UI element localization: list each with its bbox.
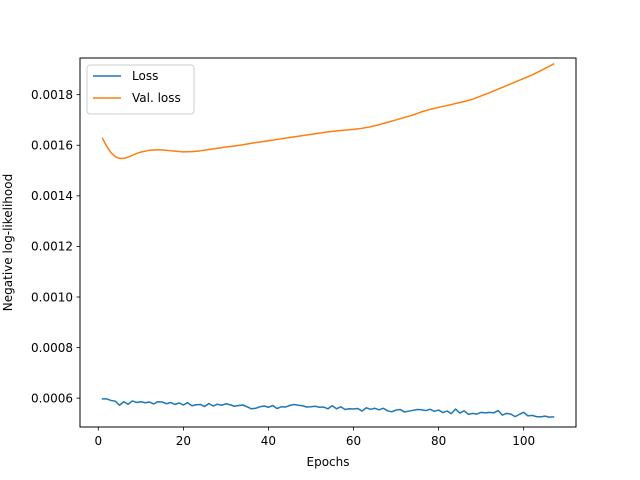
y-axis-label: Negative log-likelihood [1, 174, 15, 311]
legend-label-loss: Loss [132, 69, 158, 83]
x-axis: 0 20 40 60 80 100 [94, 427, 535, 448]
y-tick-label: 0.0014 [31, 189, 73, 203]
x-tick-label: 20 [176, 434, 191, 448]
x-tick-label: 100 [512, 434, 535, 448]
x-axis-label: Epochs [307, 455, 350, 469]
series-line-loss [101, 398, 555, 418]
x-tick-label: 0 [94, 434, 102, 448]
y-tick-label: 0.0010 [31, 290, 73, 304]
legend-label-val-loss: Val. loss [132, 91, 181, 105]
legend: Loss Val. loss [86, 64, 195, 115]
series-layer [101, 63, 555, 418]
plot-area [80, 58, 576, 427]
legend-box [86, 64, 195, 115]
y-tick-label: 0.0016 [31, 139, 73, 153]
x-tick-label: 40 [261, 434, 276, 448]
y-axis: 0.0006 0.0008 0.0010 0.0012 0.0014 0.0016 0.00… [31, 88, 80, 405]
y-tick-label: 0.0012 [31, 240, 73, 254]
y-tick-label: 0.0006 [31, 391, 73, 405]
y-tick-label: 0.0018 [31, 88, 73, 102]
plot-frame [79, 57, 577, 428]
series-line-val-loss [101, 63, 555, 160]
x-tick-label: 60 [346, 434, 361, 448]
x-tick-label: 80 [431, 434, 446, 448]
y-tick-label: 0.0008 [31, 341, 73, 355]
